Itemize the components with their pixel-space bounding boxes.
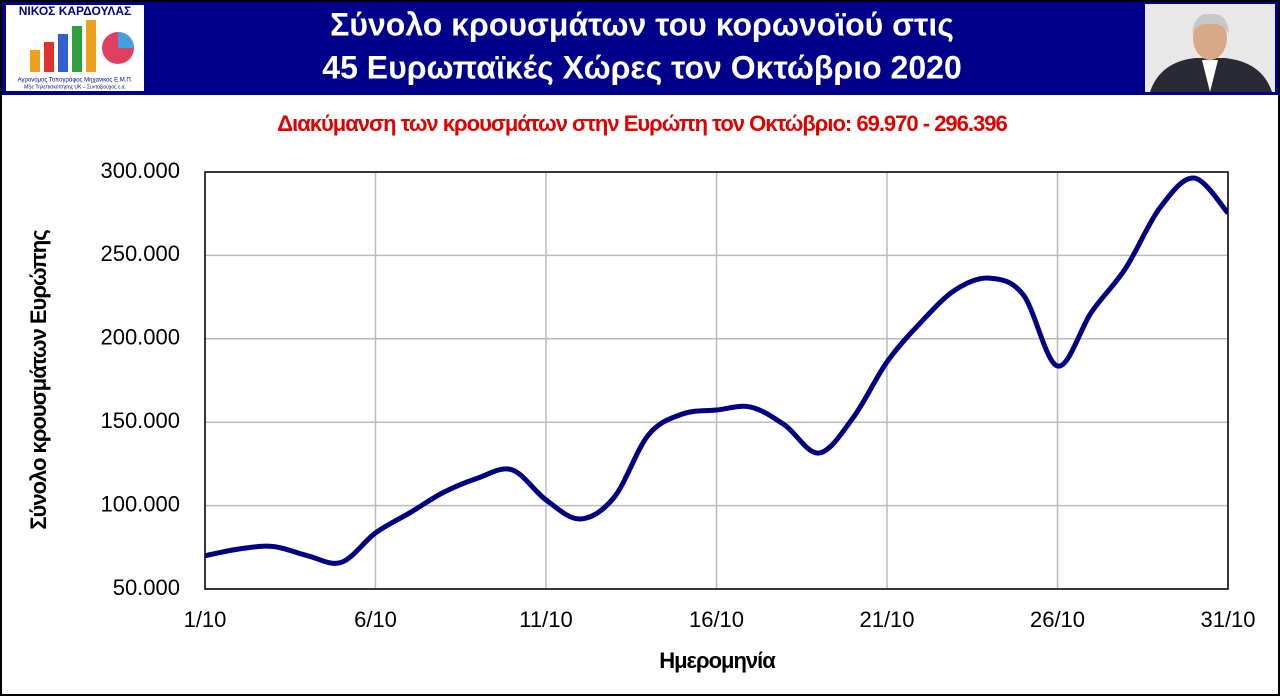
title-line: Σύνολο κρουσμάτων του κορωνοϊού στις [330,6,954,42]
title-line: 45 Ευρωπαϊκές Χώρες τον Οκτώβριο 2020 [322,49,961,85]
plot-area [204,171,1229,590]
y-tick-label: 200.000 [100,325,180,350]
x-axis-title: Ημερομηνία [659,648,776,673]
y-tick-label: 150.000 [100,408,180,433]
logo-graphic [30,20,134,72]
logo-line: Αγρονόμος Τοπογράφος Μηχανικός Ε.Μ.Π. [18,77,133,84]
y-tick-label: 250.000 [100,241,180,266]
data-line [205,175,1228,566]
x-tick-label: 21/10 [859,607,914,632]
y-tick-label: 300.000 [100,158,180,183]
x-tick-label: 26/10 [1030,607,1085,632]
y-axis-title: Σύνολο κρουσμάτων Ευρώπης [26,230,51,530]
x-tick-label: 16/10 [689,607,744,632]
y-tick-label: 100.000 [100,491,180,516]
x-tick-label: 1/10 [184,607,227,632]
logo-name: ΝΙΚΟΣ ΚΑΡΔΟΥΛΑΣ [19,4,132,18]
x-tick-label: 31/10 [1200,607,1255,632]
y-tick-label: 50.000 [113,575,180,600]
subtitle: Διακύμανση των κρουσμάτων στην Ευρώπη το… [277,111,1007,136]
logo-line: MSc Τηλεπισκόπησης UK – Συνταξιούχος ε.α… [24,83,126,90]
x-tick-label: 6/10 [354,607,397,632]
header-band [2,2,1278,95]
x-tick-label: 11/10 [519,607,572,632]
portrait [1145,4,1275,92]
